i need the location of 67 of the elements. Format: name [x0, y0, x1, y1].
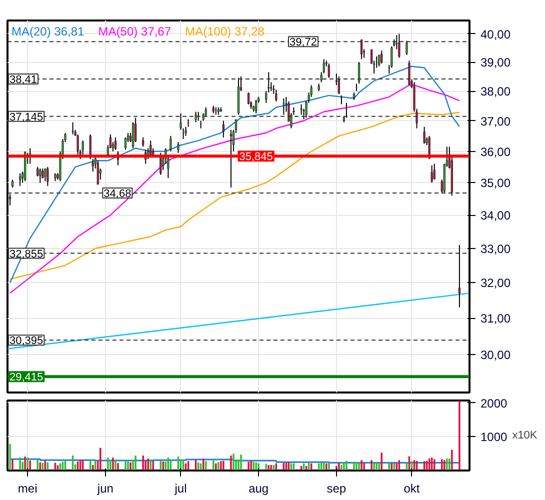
ref-line-label: 37,145 [10, 111, 44, 124]
candlestick [360, 38, 363, 60]
y-tick-label: 34,00 [480, 208, 511, 223]
candlestick [430, 164, 433, 184]
y-tick-label: 38,00 [480, 84, 511, 99]
x-tick-label: okt [404, 482, 420, 496]
text: MA(100) 37,28 [185, 24, 265, 38]
ref-line-label: 29,415 [10, 372, 44, 384]
candlestick [132, 122, 134, 149]
candlestick [300, 104, 302, 116]
candlestick [44, 168, 46, 182]
candlestick [177, 142, 180, 154]
candlestick [19, 172, 22, 186]
ref-line-label: 32,855 [10, 248, 44, 260]
y-tick-label: 32,00 [480, 276, 511, 290]
candlestick [72, 122, 74, 135]
x-tick-label: aug [248, 482, 269, 496]
x-tick-label: jul [174, 482, 187, 496]
candlestick [328, 62, 330, 78]
line-series [9, 112, 460, 280]
candlestick [458, 244, 461, 308]
candlestick [142, 136, 144, 148]
candlestick [423, 126, 426, 144]
candlestick [247, 92, 250, 105]
candlestick [358, 62, 360, 84]
ref-line-label: 34,68 [104, 188, 132, 200]
ref-line-label: 38,41 [10, 74, 38, 86]
candlestick [96, 160, 99, 185]
candlestick [124, 136, 127, 150]
candlestick [433, 163, 436, 180]
candlestick [230, 129, 232, 188]
candlestick [170, 135, 172, 152]
text: MA(20) 36,81 [12, 24, 85, 38]
y-tick-label: 37,00 [480, 114, 511, 128]
candlestick [406, 40, 408, 56]
y-tick-label: 35,00 [480, 176, 511, 190]
y-tick-label: 39,00 [480, 56, 511, 70]
candlestick [46, 166, 49, 186]
candlestick [39, 168, 42, 184]
ref-line-label: 39,72 [290, 36, 318, 49]
candlestick [194, 111, 197, 123]
text: x10K [512, 430, 538, 442]
candlestick [222, 120, 224, 138]
y-tick-label: 1000 [480, 430, 508, 444]
y-tick-label: 40,00 [480, 27, 511, 42]
candlestick [380, 50, 383, 64]
y-tick-label: 33,00 [480, 242, 511, 256]
x-tick-label: jun [96, 482, 114, 496]
y-tick-label: 31,00 [480, 312, 511, 326]
ref-line-label: 35,845 [239, 151, 273, 164]
candlestick [275, 89, 278, 102]
candlestick [42, 168, 44, 178]
candlestick [338, 76, 340, 94]
x-tick-label: mei [18, 482, 38, 496]
ref-line-label: 30,395 [10, 335, 44, 348]
candlestick [184, 126, 187, 136]
text: MA(50) 37,67 [98, 24, 172, 38]
candlestick [398, 33, 400, 58]
candlestick [76, 134, 79, 155]
y-tick-label: 2000 [480, 396, 508, 410]
candlestick [114, 136, 117, 150]
y-tick-label: 36,00 [480, 144, 511, 159]
candlestick [92, 158, 94, 172]
candlestick [255, 99, 258, 114]
candlestick [82, 140, 84, 155]
y-tick-label: 30,00 [480, 348, 511, 362]
x-tick-label: sep [326, 482, 346, 496]
